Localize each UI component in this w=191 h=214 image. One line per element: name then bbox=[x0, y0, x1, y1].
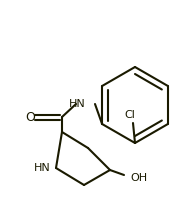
Text: OH: OH bbox=[130, 173, 147, 183]
Text: O: O bbox=[25, 110, 35, 123]
Text: HN: HN bbox=[69, 99, 86, 109]
Text: Cl: Cl bbox=[125, 110, 135, 120]
Text: HN: HN bbox=[34, 163, 51, 173]
